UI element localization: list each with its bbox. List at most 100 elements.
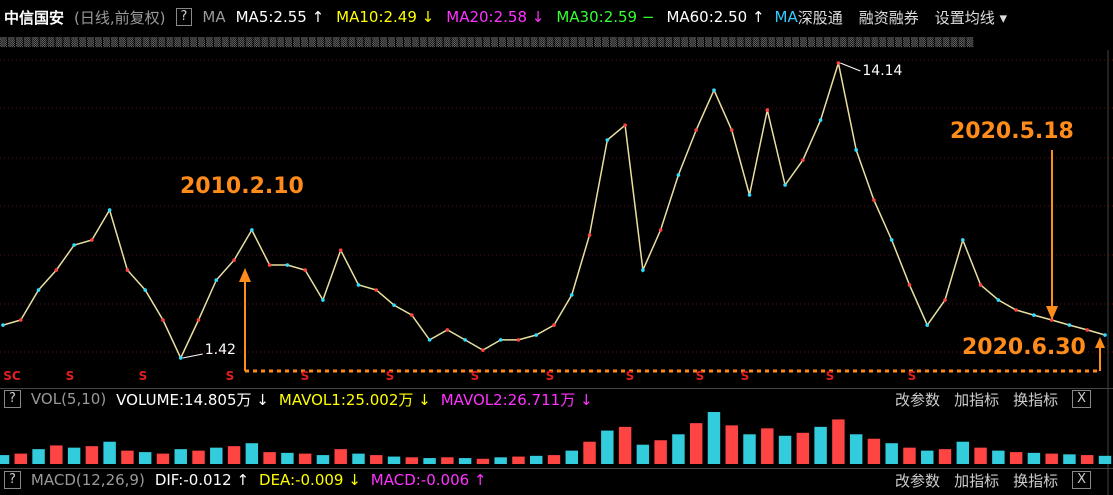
help-button[interactable]: ? bbox=[4, 390, 21, 408]
arrow-head bbox=[1046, 306, 1058, 320]
volume-bar bbox=[50, 445, 63, 464]
signal-mark: S bbox=[741, 369, 750, 383]
info-strip: ▒▒▒▒▒▒▒▒▒▒▒▒▒▒▒▒▒▒▒▒▒▒▒▒▒▒▒▒▒▒▒▒▒▒▒▒▒▒▒▒… bbox=[0, 38, 975, 48]
price-point bbox=[392, 303, 396, 307]
price-point bbox=[783, 183, 787, 187]
indicator-value: VOLUME:14.805万 ↓ bbox=[116, 390, 269, 409]
price-point bbox=[641, 268, 645, 272]
volume-bar bbox=[281, 452, 294, 464]
volume-bar bbox=[0, 455, 10, 464]
volume-bar bbox=[885, 443, 898, 464]
price-point bbox=[569, 293, 574, 297]
price-point bbox=[18, 318, 23, 322]
volume-bar bbox=[458, 458, 472, 464]
panel-button[interactable]: 改参数 bbox=[895, 390, 941, 409]
price-point bbox=[552, 323, 556, 327]
panel-button[interactable]: 改参数 bbox=[895, 471, 941, 490]
volume-bar bbox=[761, 428, 774, 464]
panel-button[interactable]: 加指标 bbox=[954, 390, 1000, 409]
ma-value: MA5:2.55 ↑ bbox=[235, 8, 325, 26]
price-point bbox=[54, 268, 59, 272]
price-point bbox=[161, 318, 165, 322]
signal-mark: S bbox=[908, 369, 917, 383]
price-point bbox=[463, 338, 467, 342]
arrow-head bbox=[239, 268, 251, 282]
price-point bbox=[1049, 318, 1054, 322]
price-point bbox=[729, 128, 734, 132]
volume-bar bbox=[707, 412, 721, 464]
annotation: 2020.6.30 bbox=[962, 335, 1086, 360]
price-point bbox=[338, 248, 343, 252]
volume-bar bbox=[405, 457, 419, 464]
price-point bbox=[498, 338, 503, 342]
volume-bar bbox=[903, 447, 916, 464]
volume-bar bbox=[263, 452, 276, 464]
panel-button[interactable]: 换指标 bbox=[1013, 390, 1059, 409]
arrow-head bbox=[1095, 337, 1105, 348]
price-point bbox=[712, 88, 716, 92]
close-button[interactable]: X bbox=[1072, 390, 1091, 408]
volume-bar bbox=[921, 450, 934, 464]
indicator-value: DIF:-0.012 ↑ bbox=[154, 471, 250, 489]
volume-bar bbox=[992, 450, 1005, 464]
price-point bbox=[587, 233, 592, 237]
ma-label: MA bbox=[202, 8, 226, 26]
price-point bbox=[481, 348, 485, 352]
panel-button[interactable]: 换指标 bbox=[1013, 471, 1059, 490]
signal-mark: S bbox=[826, 369, 835, 383]
toolbar-button[interactable]: 融资融券 bbox=[858, 8, 919, 27]
volume-bar bbox=[174, 449, 187, 464]
toolbar-button[interactable]: 设置均线 ▾ bbox=[934, 8, 1008, 27]
volume-bar bbox=[689, 423, 703, 464]
indicator-name: MACD(12,26,9) bbox=[30, 471, 145, 489]
ma-value: MA10:2.49 ↓ bbox=[336, 8, 435, 26]
volume-bar bbox=[352, 453, 365, 464]
volume-bar bbox=[938, 449, 952, 464]
price-point bbox=[961, 238, 965, 242]
volume-bar bbox=[530, 455, 543, 464]
signal-mark: S bbox=[471, 369, 480, 383]
volume-bar bbox=[387, 456, 401, 464]
high-label: 14.14 bbox=[862, 63, 902, 79]
signal-mark: SC bbox=[3, 369, 21, 383]
price-point bbox=[747, 193, 752, 197]
help-button[interactable]: ? bbox=[4, 471, 21, 489]
volume-bar bbox=[441, 457, 454, 464]
toolbar-button[interactable]: 深股通 bbox=[797, 8, 843, 27]
volume-bar bbox=[245, 443, 259, 464]
price-point bbox=[623, 123, 627, 127]
volume-bar bbox=[636, 444, 650, 464]
price-point bbox=[143, 288, 147, 292]
indicator-value: DEA:-0.009 ↓ bbox=[259, 471, 361, 489]
volume-bar bbox=[867, 438, 881, 464]
help-button[interactable]: ? bbox=[175, 8, 193, 26]
volume-bar bbox=[778, 435, 792, 464]
volume-bar bbox=[67, 447, 81, 464]
signal-mark: S bbox=[139, 369, 148, 383]
volume-bar bbox=[512, 456, 525, 464]
signal-mark: S bbox=[301, 369, 310, 383]
volume-header: ? VOL(5,10) VOLUME:14.805万 ↓ MAVOL1:25.00… bbox=[0, 388, 1113, 409]
ma-tag: MA bbox=[774, 8, 798, 26]
price-point bbox=[90, 238, 94, 242]
close-button[interactable]: X bbox=[1072, 471, 1091, 489]
price-point bbox=[872, 198, 876, 202]
price-point bbox=[250, 228, 254, 232]
volume-bar bbox=[618, 426, 632, 464]
volume-bar bbox=[192, 450, 205, 464]
volume-bar bbox=[547, 455, 561, 464]
panel-button[interactable]: 加指标 bbox=[954, 471, 1000, 490]
volume-bar bbox=[796, 432, 810, 464]
volume-bar bbox=[423, 458, 436, 464]
signal-mark: S bbox=[546, 369, 555, 383]
ma-value: MA60:2.50 ↑ bbox=[666, 8, 765, 26]
price-point bbox=[978, 283, 983, 287]
price-point bbox=[445, 328, 450, 332]
volume-bar bbox=[138, 452, 152, 464]
volume-bar bbox=[1045, 453, 1058, 464]
volume-bar bbox=[956, 441, 970, 464]
price-point bbox=[605, 138, 610, 142]
price-point bbox=[943, 298, 947, 302]
price-point bbox=[765, 108, 770, 112]
